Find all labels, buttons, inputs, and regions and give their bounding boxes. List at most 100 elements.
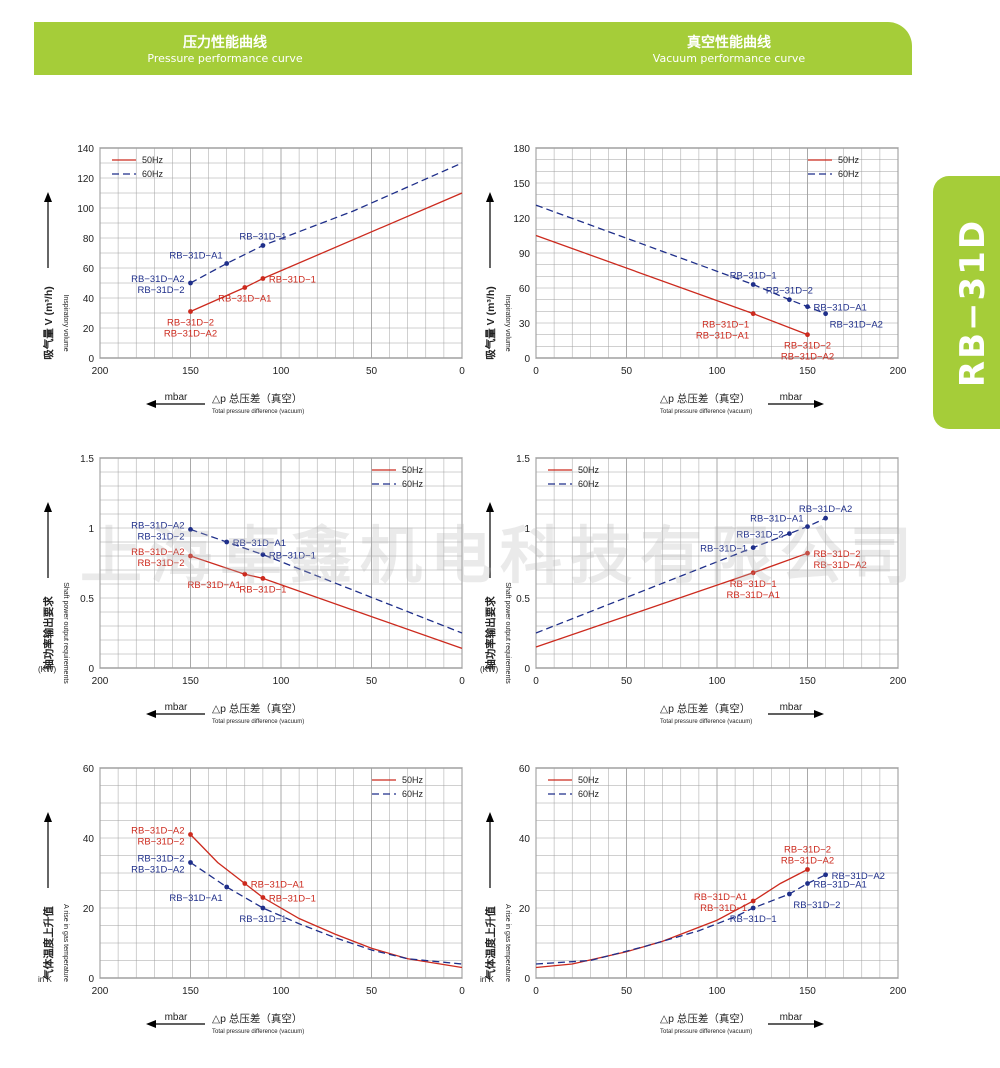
y-axis-label-en: A rise in gas temperature [504, 904, 511, 982]
y-axis-arrowhead [486, 192, 494, 202]
data-point [823, 872, 828, 878]
point-label: RB−31D−1 [730, 579, 777, 590]
model-name: RB−31D [953, 218, 993, 387]
series-line-60hz [190, 861, 463, 965]
data-point [750, 311, 756, 317]
point-label: RB−31D−A2 [799, 504, 852, 515]
x-tick-label: 50 [366, 366, 378, 377]
point-label: RB−31D−1 [269, 551, 316, 562]
y-axis-label-cn: 吸气量 V (m³/h) [42, 286, 55, 360]
x-axis-unit: mbar [780, 392, 803, 403]
point-label: RB−31D−2 [814, 549, 861, 560]
point-label: RB−31D−1 [239, 914, 286, 925]
x-axis-label-cn: △p 总压差（真空） [660, 702, 750, 715]
data-point [750, 905, 756, 911]
data-point [750, 545, 756, 550]
x-axis-unit: mbar [780, 702, 803, 713]
point-label: RB−31D−A2 [164, 329, 217, 340]
y-tick-label: 20 [83, 904, 95, 915]
x-tick-label: 100 [273, 366, 290, 377]
x-tick-label: 0 [459, 676, 465, 687]
x-axis-arrowhead [814, 1020, 824, 1028]
point-label: RB−31D−A2 [131, 826, 184, 837]
y-tick-label: 0 [88, 354, 94, 365]
model-side-tab: RB−31D [933, 176, 1000, 429]
x-axis-unit: mbar [165, 1012, 188, 1023]
data-point [805, 304, 810, 310]
x-axis-label-en: Total pressure difference (vacuum) [660, 719, 752, 725]
point-label: RB−31D−A1 [727, 590, 780, 601]
x-tick-label: 100 [273, 676, 290, 687]
x-tick-label: 0 [533, 986, 539, 997]
legend-label-60hz: 60Hz [402, 789, 424, 799]
y-tick-label: 100 [77, 204, 94, 215]
y-axis-unit: in K [38, 975, 52, 984]
y-tick-label: 120 [77, 174, 94, 185]
x-tick-label: 200 [92, 986, 109, 997]
y-tick-label: 0 [524, 354, 530, 365]
point-label: RB−31D−2 [784, 845, 831, 856]
chart-pressure-flow: 200 150 100 50 0020406080100120140RB−31D−2RB… [42, 144, 465, 415]
legend-label-60hz: 60Hz [578, 479, 600, 489]
x-tick-label: 50 [621, 986, 633, 997]
data-point [260, 243, 266, 248]
x-tick-label: 100 [709, 676, 726, 687]
x-axis-label-cn: △p 总压差（真空） [212, 1012, 302, 1025]
x-axis-label-group: mbar △p 总压差（真空） Total pressure difference … [146, 1012, 304, 1035]
y-axis-label-cn: 气体温度上升值 [484, 906, 497, 981]
plot-pressure-temp: 200 150 100 50 00204060RB−31D−A2RB−31D−2RB−3… [83, 764, 465, 997]
data-point [805, 524, 810, 529]
point-label: RB−31D−A1 [750, 514, 803, 525]
y-tick-label: 0 [524, 974, 530, 985]
point-label: RB−31D−A1 [169, 893, 222, 904]
point-label: RB−31D−A1 [696, 331, 749, 342]
x-tick-label: 150 [182, 676, 199, 687]
data-point [188, 527, 193, 532]
data-point [188, 860, 193, 865]
y-tick-label: 40 [519, 834, 531, 845]
y-axis-arrowhead [44, 812, 52, 822]
x-tick-label: 50 [621, 366, 633, 377]
point-label: RB−31D−A1 [814, 303, 867, 314]
data-point [224, 884, 230, 890]
x-tick-label: 100 [709, 366, 726, 377]
x-axis-label-group: △p 总压差（真空） Total pressure difference (vac… [660, 392, 824, 415]
y-axis-unit: (KW) [480, 665, 499, 674]
y-tick-label: 1 [88, 524, 94, 535]
x-tick-label: 50 [621, 676, 633, 687]
plot-vacuum-temp: 0 50 100 150 2000204060RB−31D−A1RB−31D−1RB−3… [519, 764, 907, 997]
point-label: RB−31D−1 [239, 232, 286, 243]
y-tick-label: 180 [513, 144, 530, 155]
y-tick-label: 90 [519, 249, 531, 260]
data-point [188, 832, 193, 837]
y-tick-label: 150 [513, 179, 530, 190]
vacuum-title-cn: 真空性能曲线 [687, 35, 771, 51]
x-axis-label-cn: △p 总压差（真空） [212, 392, 302, 405]
point-label: RB−31D−A2 [781, 352, 834, 363]
legend-label-60hz: 60Hz [838, 169, 860, 179]
y-tick-label: 1.5 [80, 454, 94, 465]
y-axis-label-group: 气体温度上升值 A rise in gas temperature in K [38, 812, 69, 984]
point-label: RB−31D−2 [137, 854, 184, 865]
plot-pressure-flow: 200 150 100 50 0020406080100120140RB−31D−2RB… [77, 144, 465, 377]
y-axis-label-cn: 轴功率输出要求 [484, 596, 497, 670]
x-axis-label-cn: △p 总压差（真空） [212, 702, 302, 715]
data-point [787, 891, 792, 897]
legend-label-60hz: 60Hz [578, 789, 600, 799]
legend-label-50hz: 50Hz [578, 465, 600, 475]
x-axis-label-group: △p 总压差（真空） Total pressure difference (vac… [660, 1012, 824, 1035]
x-tick-label: 50 [366, 676, 378, 687]
point-label: RB−31D−A2 [832, 871, 885, 882]
y-tick-label: 1.5 [516, 454, 530, 465]
x-axis-label-cn: △p 总压差（真空） [660, 1012, 750, 1025]
point-label: RB−31D−1 [702, 320, 749, 331]
x-axis-unit: mbar [165, 702, 188, 713]
x-axis-label-en: Total pressure difference (vacuum) [660, 1029, 752, 1035]
data-point [260, 552, 266, 557]
x-axis-arrowhead [814, 400, 824, 408]
legend-label-50hz: 50Hz [402, 465, 424, 475]
data-point [787, 531, 792, 536]
data-point [224, 539, 230, 545]
data-point [188, 553, 193, 559]
x-tick-label: 200 [92, 366, 109, 377]
